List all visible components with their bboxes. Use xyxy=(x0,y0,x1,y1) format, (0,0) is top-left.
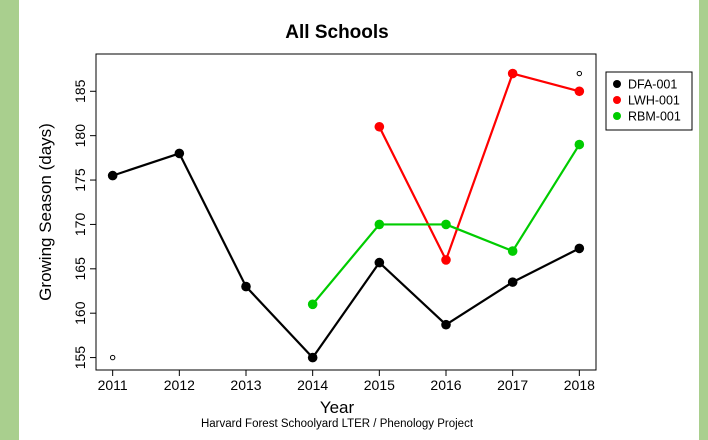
x-axis: 2011 2012 2013 2014 2015 2016 2017 2018 xyxy=(98,370,595,393)
series-layer xyxy=(107,68,585,363)
y-tick-label: 175 xyxy=(72,168,88,192)
data-point-lwh-001 xyxy=(574,86,585,97)
data-point-rbm-001 xyxy=(374,219,385,230)
line-chart: All Schools 2011 2012 2013 2014 2015 2016 2017… xyxy=(36,22,693,430)
open-point xyxy=(576,70,583,77)
legend-swatch xyxy=(613,96,621,104)
data-point-lwh-001 xyxy=(441,255,451,265)
series-line-lwh-001 xyxy=(378,72,580,262)
legend-label: LWH-001 xyxy=(628,94,680,108)
y-tick-label: 160 xyxy=(72,301,88,325)
open-points-layer xyxy=(109,70,583,361)
data-point-rbm-001 xyxy=(441,219,451,230)
y-tick-label: 185 xyxy=(72,79,88,103)
series-line-dfa-001 xyxy=(112,152,580,359)
legend-swatch xyxy=(613,80,621,88)
legend: DFA-001 LWH-001 RBM-001 xyxy=(605,71,693,131)
legend-swatch xyxy=(613,112,621,120)
data-point-dfa-001 xyxy=(241,281,251,292)
legend-label: RBM-001 xyxy=(628,110,681,124)
plot-frame xyxy=(95,53,597,371)
x-tick-label: 2015 xyxy=(364,377,395,393)
x-tick-label: 2018 xyxy=(564,377,595,393)
y-tick-label: 155 xyxy=(72,346,88,370)
chart-title: All Schools xyxy=(285,22,388,43)
y-tick-label: 180 xyxy=(72,124,88,148)
x-tick-label: 2016 xyxy=(430,377,461,393)
chart-caption: Harvard Forest Schoolyard LTER / Phenolo… xyxy=(201,418,474,430)
y-tick-label: 165 xyxy=(72,257,88,281)
x-tick-label: 2017 xyxy=(497,377,528,393)
data-point-dfa-001 xyxy=(374,257,385,268)
data-point-dfa-001 xyxy=(507,277,518,287)
data-point-dfa-001 xyxy=(174,148,185,159)
x-tick-label: 2012 xyxy=(164,377,195,393)
x-tick-label: 2014 xyxy=(297,377,328,393)
data-point-dfa-001 xyxy=(441,319,451,330)
data-point-dfa-001 xyxy=(307,352,318,363)
data-point-rbm-001 xyxy=(507,246,518,256)
data-point-lwh-001 xyxy=(507,68,518,79)
y-tick-label: 170 xyxy=(72,213,88,237)
chart-panel: All Schools 2011 2012 2013 2014 2015 2016 2017… xyxy=(19,0,699,440)
x-axis-title: Year xyxy=(320,398,355,417)
legend-label: DFA-001 xyxy=(628,78,677,92)
y-axis: 155 160 165 170 175 180 185 xyxy=(72,79,96,369)
data-point-dfa-001 xyxy=(107,170,118,181)
open-point xyxy=(109,354,116,361)
data-point-dfa-001 xyxy=(574,243,585,254)
x-tick-label: 2011 xyxy=(98,377,128,393)
x-tick-label: 2013 xyxy=(230,377,261,393)
data-point-lwh-001 xyxy=(374,121,385,132)
data-point-rbm-001 xyxy=(307,299,318,310)
data-point-rbm-001 xyxy=(574,139,585,150)
y-axis-title: Growing Season (days) xyxy=(36,123,55,301)
